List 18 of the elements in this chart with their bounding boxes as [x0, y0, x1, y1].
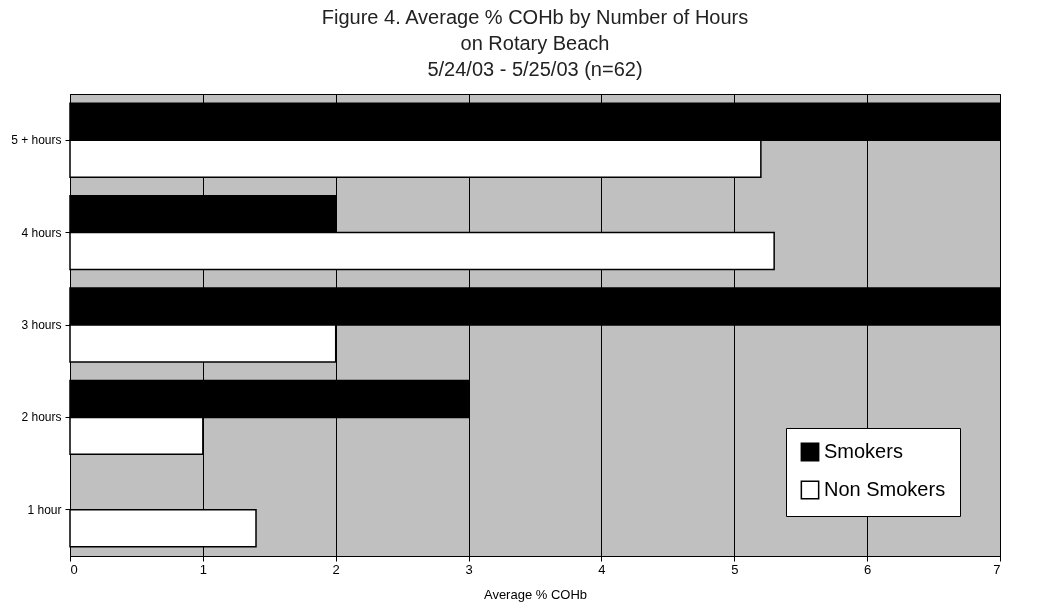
- x-tick-label: 5: [731, 561, 739, 577]
- x-tick-label: 4: [598, 561, 606, 577]
- x-tick-label: 2: [332, 561, 340, 577]
- y-tick-label: 5 + hours: [11, 133, 62, 148]
- y-tick-label: 2 hours: [21, 410, 62, 425]
- legend-label: Non Smokers: [824, 478, 946, 500]
- y-tick-label: 3 hours: [21, 318, 62, 332]
- x-tick-label: 7: [993, 561, 1001, 577]
- x-tick-label: 6: [864, 561, 872, 577]
- chart-subtitle: 5/24/03 - 5/25/03 (n=62): [427, 58, 643, 80]
- x-tick-label: 1: [199, 561, 207, 577]
- x-tick-label: 3: [465, 561, 473, 577]
- chart-title: Figure 4. Average % COHb by Number of Hours on Rotary Beach: [321, 6, 749, 54]
- y-tick-label: 4 hours: [21, 225, 62, 240]
- legend-label: Smokers: [824, 440, 903, 462]
- x-tick-label: 0: [70, 561, 78, 577]
- y-tick-label: 1 hour: [27, 502, 62, 517]
- x-axis-title: Average % COHb: [483, 586, 588, 602]
